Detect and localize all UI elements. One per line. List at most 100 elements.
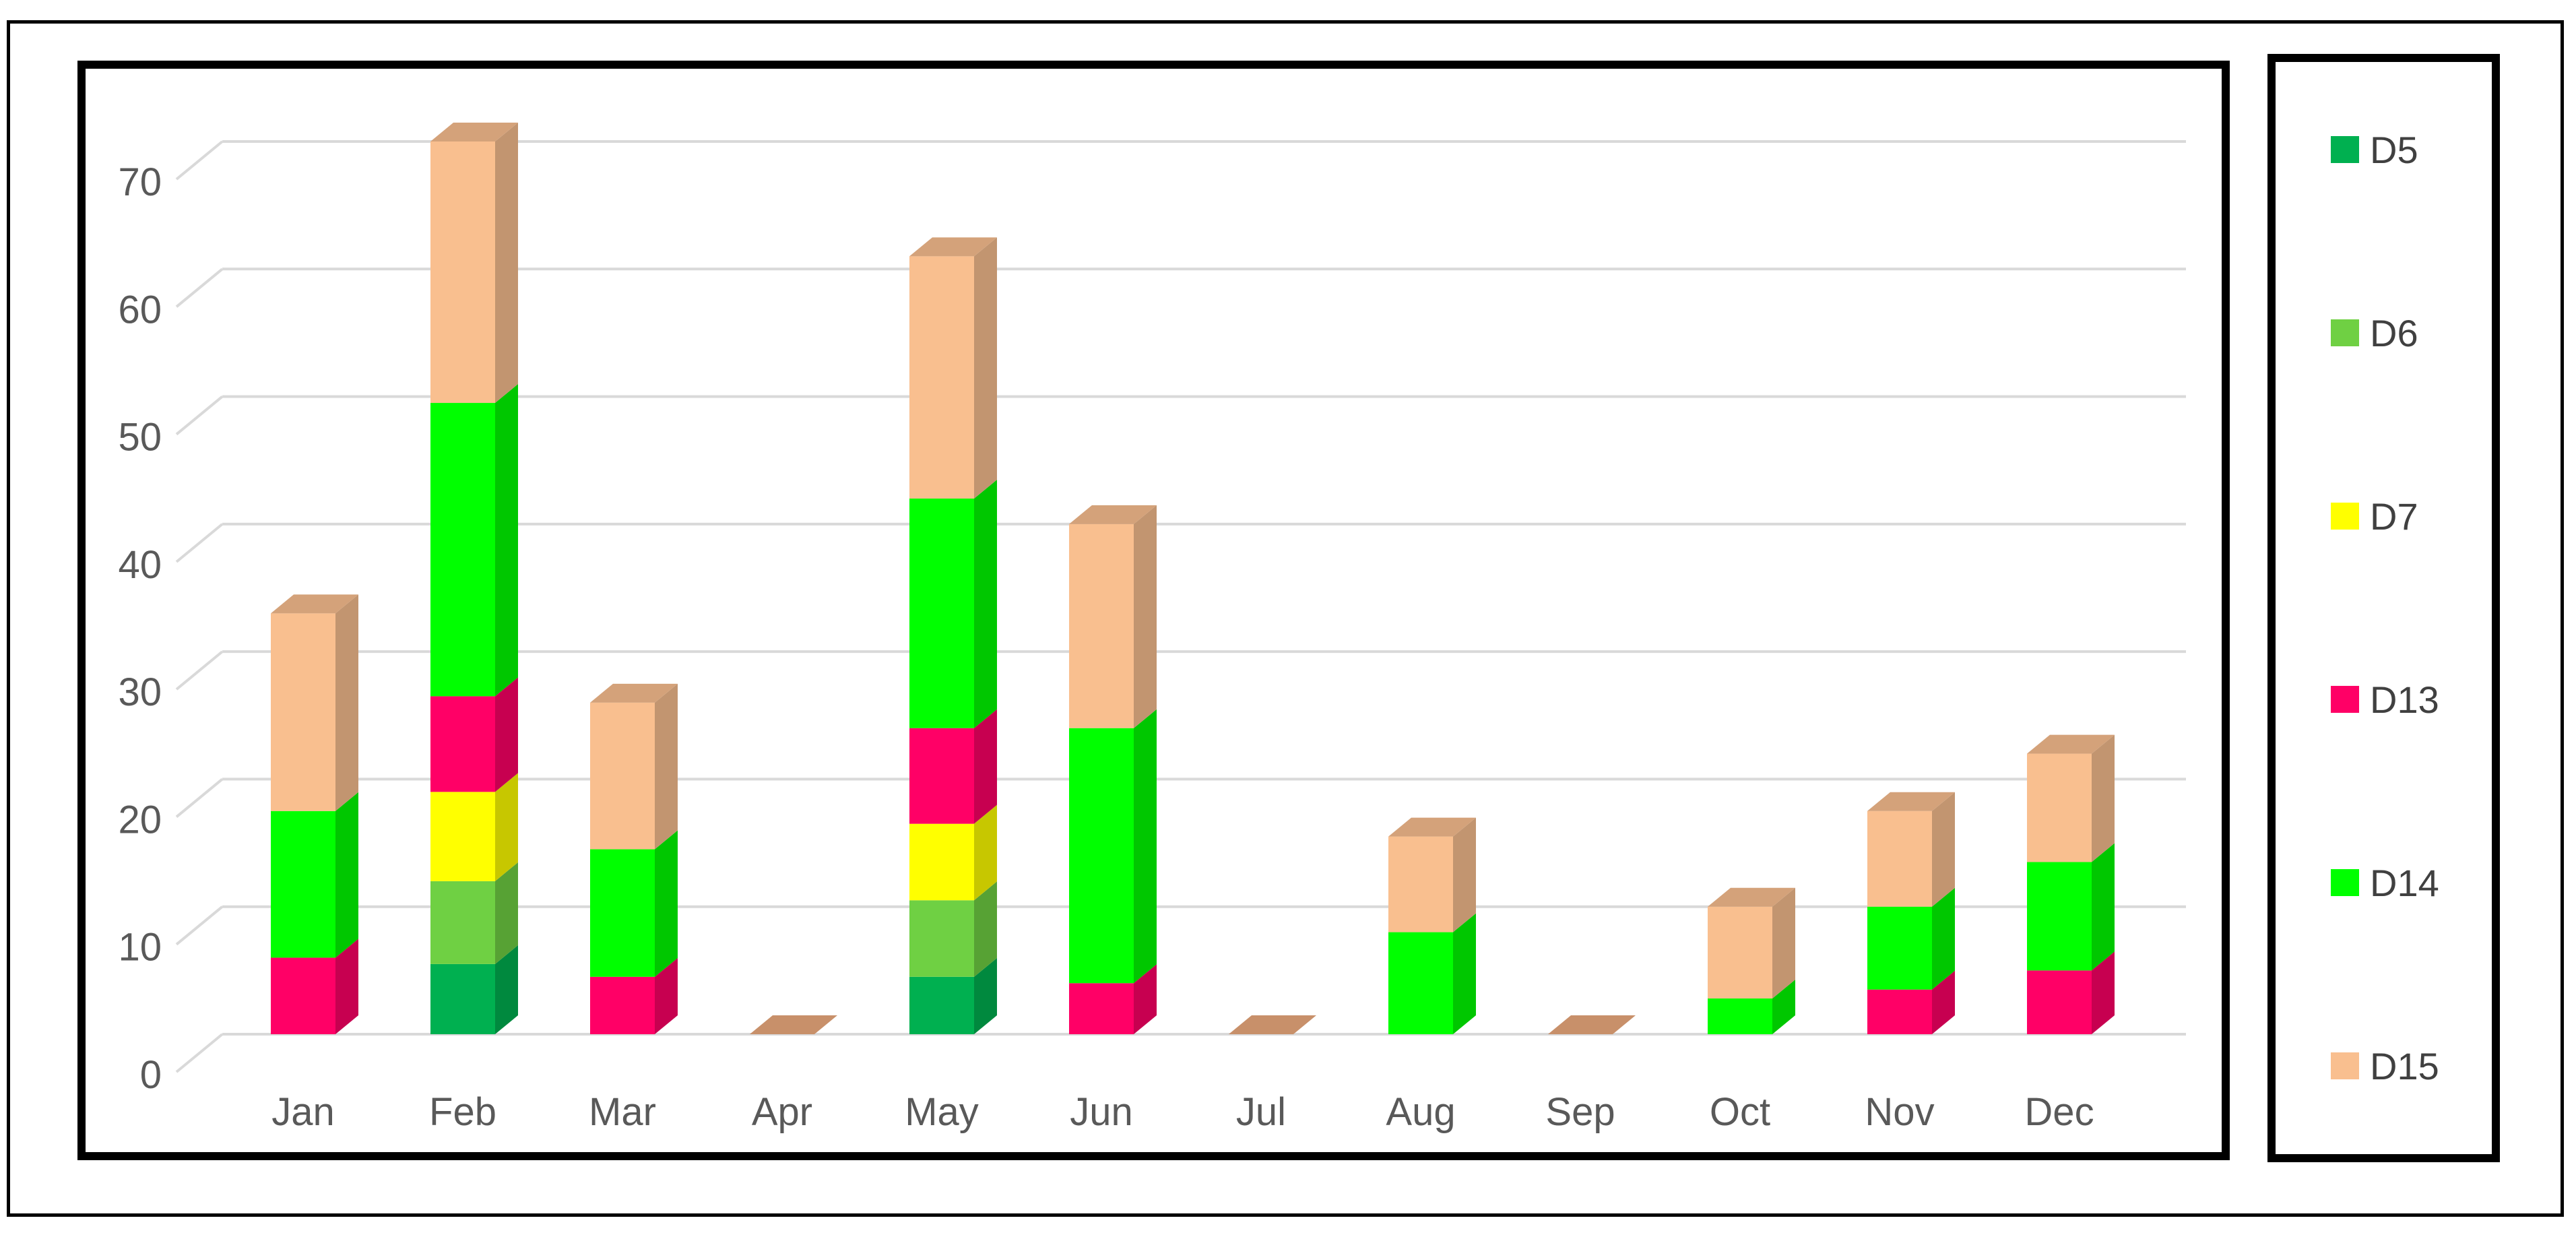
bar-side [495,384,518,697]
bar-side [974,237,997,499]
x-tick-label: Feb [429,1090,496,1134]
bar-empty-jul [1229,1015,1316,1034]
bar-d7-may [909,823,974,901]
bar-top [590,683,678,703]
x-tick-label: May [905,1090,979,1134]
legend-swatch-d5 [2331,136,2359,163]
x-tick-label: Jan [271,1090,335,1134]
legend-swatch-d15 [2331,1052,2359,1079]
bar-d14-feb [430,403,495,697]
legend-label-d5: D5 [2370,129,2418,171]
bar-d14-dec [2027,862,2092,971]
bar-side [655,957,678,1034]
bar-d15-may [909,256,974,499]
bar-d14-may [909,499,974,728]
bar-side [974,480,997,728]
legend-border [2267,54,2500,1162]
bar-top [1708,887,1795,907]
bar-side [2092,843,2115,971]
bar-side [1134,505,1157,728]
legend-label-d13: D13 [2370,678,2439,721]
x-tick-label: Aug [1386,1090,1455,1134]
bar-d13-may [909,728,974,824]
bar-side [1772,887,1795,998]
gridline-depth [175,395,224,436]
plot-area-border [77,61,2230,1160]
bar-top [271,594,358,614]
x-tick-label: Sep [1545,1090,1615,1134]
bar-d14-oct [1708,998,1772,1034]
x-axis-ticks: Jan Feb Mar Apr May Jun Jul Aug Sep Oct Nov Dec [271,1090,2094,1134]
bar-side [974,881,997,977]
bar-d15-dec [2027,753,2092,862]
bar-d14-aug [1388,932,1453,1034]
bar-side [2092,951,2115,1034]
bar-side [335,594,358,811]
x-tick-label: Jul [1236,1090,1286,1134]
x-tick-label: Dec [2024,1090,2094,1134]
x-tick-label: Oct [1710,1090,1770,1134]
bar-top [2027,734,2115,754]
bar-side [495,773,518,881]
gridline-depth [175,778,224,818]
x-tick-label: Jun [1070,1090,1133,1134]
bar-side [2092,734,2115,862]
legend-swatch-d6 [2331,319,2359,346]
y-tick-label: 50 [118,416,162,459]
bar-d13-nov [1867,989,1932,1034]
bar-side [1932,970,1955,1034]
bar-top [1069,505,1157,524]
bar-d13-feb [430,696,495,792]
bar-side [1134,964,1157,1034]
bar-d13-jan [271,957,335,1034]
bar-side [1453,817,1476,932]
y-tick-label: 60 [118,288,162,331]
y-tick-label: 10 [118,926,162,970]
gridline-depth [175,906,224,946]
legend-label-d7: D7 [2370,495,2418,538]
bar-top [1867,792,1955,811]
bar-side [974,709,997,824]
x-tick-label: Nov [1865,1090,1934,1134]
bar-d13-dec [2027,970,2092,1034]
legend-swatch-d7 [2331,503,2359,530]
bar-d6-may [909,900,974,977]
bar-d5-may [909,976,974,1034]
legend: D5 D6 D7 D13 D14 D15 [2331,129,2439,1087]
bar-d13-jun [1069,983,1134,1034]
figure-border [7,20,2564,1217]
bar-d15-jan [271,613,335,811]
bar-side [335,939,358,1034]
bar-d15-mar [590,702,655,850]
bar-d15-nov [1867,811,1932,907]
bar-side [1772,980,1795,1034]
bar-side [655,683,678,850]
bar-d14-jan [271,811,335,958]
bar-empty-sep [1548,1015,1636,1034]
bar-d14-mar [590,849,655,977]
bar-side [495,862,518,964]
bar-side [655,830,678,977]
gridline-depth [175,1033,224,1073]
y-tick-label: 20 [118,798,162,842]
gridline-depth [175,523,224,563]
bar-d13-mar [590,976,655,1034]
bar-side [495,123,518,404]
gridline-depth [175,650,224,691]
bar-side [974,957,997,1034]
bar-side [1932,887,1955,990]
bar-d7-feb [430,792,495,881]
legend-swatch-d14 [2331,869,2359,896]
gridline-depth [175,267,224,308]
gridlines [175,140,2186,1073]
y-tick-label: 70 [118,160,162,204]
bar-side [1134,709,1157,984]
bar-empty-apr [750,1015,837,1034]
bar-top [1388,817,1476,837]
legend-label-d15: D15 [2370,1045,2439,1087]
bar-d14-jun [1069,728,1134,984]
bar-top [909,237,997,257]
legend-swatch-d13 [2331,686,2359,713]
bar-d15-oct [1708,906,1772,998]
